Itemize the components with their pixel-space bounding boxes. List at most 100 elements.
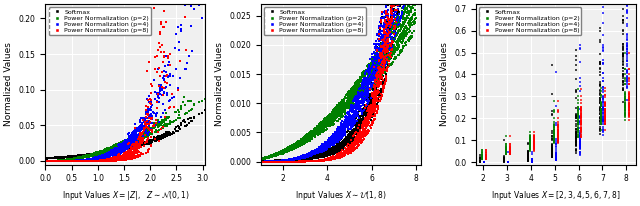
Point: [87, 153, 97, 157]
Point: [84, 154, 94, 157]
Point: [67, 155, 77, 159]
Point: [276, 160, 286, 163]
Point: [305, 156, 315, 159]
Point: [364, 82, 374, 85]
Point: [61, 158, 72, 161]
Point: [322, 120, 332, 123]
Point: [328, 132, 339, 136]
Point: [67, 159, 77, 163]
Point: [477, 155, 487, 159]
Point: [271, 159, 281, 163]
Point: [65, 158, 75, 161]
Point: [97, 151, 107, 155]
Point: [132, 135, 143, 138]
Point: [400, 26, 410, 29]
Point: [63, 159, 74, 163]
Point: [46, 159, 56, 163]
Point: [106, 158, 116, 161]
Point: [305, 134, 316, 137]
Point: [70, 159, 80, 163]
Point: [362, 76, 372, 79]
Point: [109, 148, 119, 151]
Point: [103, 149, 113, 152]
Point: [51, 159, 61, 162]
Point: [308, 130, 319, 133]
Point: [95, 150, 106, 154]
Point: [81, 159, 91, 162]
Point: [501, 145, 511, 148]
Point: [313, 159, 323, 162]
Point: [355, 139, 365, 142]
Point: [53, 159, 63, 163]
Point: [271, 152, 281, 156]
Point: [264, 155, 275, 158]
Point: [349, 91, 360, 94]
Point: [369, 90, 380, 94]
Point: [88, 153, 99, 157]
Point: [67, 159, 77, 163]
Point: [337, 153, 348, 157]
Point: [48, 159, 58, 163]
Point: [50, 159, 60, 163]
Point: [305, 138, 316, 142]
Point: [65, 159, 76, 163]
Point: [525, 142, 535, 145]
Point: [360, 72, 371, 75]
Point: [99, 157, 109, 160]
Point: [382, 36, 392, 39]
Point: [354, 90, 364, 94]
Point: [59, 158, 69, 162]
Point: [82, 153, 92, 156]
Point: [378, 66, 388, 69]
Point: [367, 96, 378, 99]
Point: [364, 92, 374, 96]
Point: [44, 159, 54, 163]
Point: [162, 131, 172, 134]
Point: [98, 156, 108, 159]
Point: [346, 144, 356, 147]
Point: [527, 158, 537, 162]
Point: [90, 159, 100, 162]
Point: [168, 131, 179, 134]
Point: [122, 143, 132, 146]
Point: [125, 141, 135, 145]
Point: [305, 152, 315, 156]
Point: [271, 152, 281, 156]
Point: [547, 129, 557, 132]
Point: [45, 159, 56, 163]
Point: [598, 47, 609, 50]
Point: [54, 156, 65, 159]
Point: [138, 134, 148, 137]
Point: [305, 157, 315, 161]
Point: [345, 121, 355, 124]
Point: [79, 159, 90, 163]
Point: [339, 144, 349, 147]
Point: [278, 160, 289, 163]
Point: [88, 152, 99, 156]
Point: [479, 161, 489, 164]
Point: [105, 158, 115, 161]
Point: [70, 157, 80, 160]
Point: [44, 159, 54, 163]
Point: [63, 159, 74, 163]
Point: [104, 154, 114, 157]
Point: [289, 144, 300, 147]
Point: [42, 159, 52, 163]
Point: [376, 72, 386, 75]
Point: [318, 153, 328, 156]
Point: [340, 123, 351, 126]
Point: [82, 154, 92, 158]
Point: [90, 159, 100, 163]
Point: [108, 151, 118, 154]
Point: [61, 159, 72, 163]
Point: [381, 78, 391, 81]
Point: [47, 156, 58, 159]
Point: [348, 144, 358, 148]
Point: [481, 158, 491, 161]
Point: [332, 134, 342, 137]
Point: [158, 102, 168, 105]
Point: [391, 10, 401, 14]
Point: [60, 159, 70, 163]
Point: [378, 57, 388, 61]
Point: [70, 159, 80, 163]
